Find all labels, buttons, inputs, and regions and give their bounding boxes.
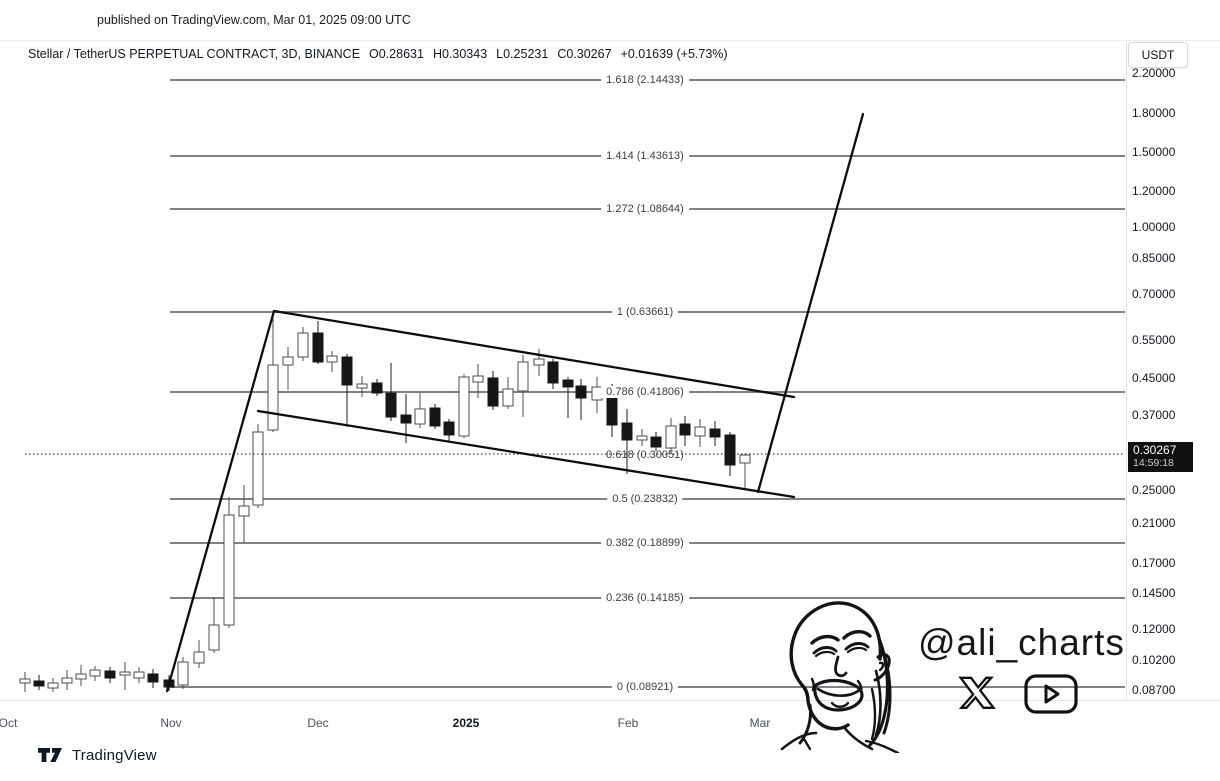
candle-body	[679, 423, 691, 436]
candle-body	[517, 361, 529, 392]
candle-body	[133, 671, 145, 679]
candle-body	[414, 408, 426, 425]
candle-body	[312, 332, 324, 363]
candle-body	[341, 356, 353, 386]
candle-body	[533, 358, 545, 366]
artist-caricature	[780, 601, 900, 753]
candle-body	[575, 385, 587, 399]
candle-body	[119, 671, 131, 676]
candle-body	[458, 376, 470, 437]
publish-bar: published on TradingView.com, Mar 01, 20…	[0, 0, 1220, 41]
candle-body	[356, 383, 368, 389]
candle-body	[636, 435, 648, 441]
candle-body	[385, 392, 397, 418]
candle-body	[47, 682, 59, 689]
candle-body	[89, 669, 101, 677]
chart-header: Stellar / TetherUS PERPETUAL CONTRACT, 3…	[0, 41, 1220, 68]
candle-body	[104, 670, 116, 679]
footer: TradingView	[38, 744, 157, 766]
current-price-badge: 0.30267 14:59:18	[1128, 442, 1193, 472]
candle-body	[19, 678, 31, 684]
candle-body	[472, 375, 484, 383]
breakout-projection-line[interactable]	[756, 112, 865, 494]
candle-body	[177, 661, 189, 686]
candle-body	[282, 356, 294, 366]
candle-body	[621, 422, 633, 441]
candle-body	[33, 680, 45, 687]
currency-toggle-button[interactable]: USDT	[1128, 42, 1188, 68]
candle-body	[208, 624, 220, 651]
candle-body	[709, 428, 721, 438]
candle-body	[61, 677, 73, 684]
candle-body	[223, 514, 235, 626]
candle-body	[665, 425, 677, 449]
candle-body	[443, 421, 455, 436]
candle-body	[147, 673, 159, 683]
candle-body	[267, 364, 279, 431]
publish-text: published on TradingView.com, Mar 01, 20…	[97, 13, 411, 27]
symbol-title[interactable]: Stellar / TetherUS PERPETUAL CONTRACT, 3…	[28, 47, 361, 61]
candle-body	[252, 431, 264, 506]
bar-countdown-timer: 14:59:18	[1133, 457, 1174, 469]
channel-top-line[interactable]	[272, 309, 796, 399]
candle-body	[238, 505, 250, 517]
ohlc-low: L0.25231	[496, 47, 549, 61]
candle-body	[547, 361, 559, 384]
x-twitter-icon	[958, 676, 996, 709]
watermark-handle: @ali_charts	[918, 622, 1125, 663]
candle-body	[297, 332, 309, 358]
candle-body	[606, 386, 618, 426]
ohlc-change: +0.01639 (+5.73%)	[620, 47, 728, 61]
youtube-icon	[1024, 674, 1078, 714]
impulse-up-line[interactable]	[165, 309, 276, 693]
candle-body	[487, 377, 499, 407]
candle-body	[326, 355, 338, 363]
candle-body	[429, 407, 441, 427]
ohlc-open: O0.28631	[369, 47, 424, 61]
ohlc-close: C0.30267	[557, 47, 612, 61]
candle-body	[739, 454, 751, 464]
candle-body	[75, 673, 87, 680]
candle-body	[650, 436, 662, 448]
candle-body	[562, 379, 574, 388]
candle-body	[694, 426, 706, 437]
channel-bottom-line[interactable]	[256, 409, 796, 499]
candle-body	[591, 386, 603, 401]
candle-body	[724, 434, 736, 466]
ohlc-high: H0.30343	[432, 47, 488, 61]
symbol-line[interactable]: Stellar / TetherUS PERPETUAL CONTRACT, 3…	[28, 47, 737, 61]
candle-body	[371, 382, 383, 394]
candle-body	[193, 651, 205, 664]
tradingview-brand-text: TradingView	[72, 746, 157, 764]
candle-body	[400, 414, 412, 424]
current-price-value: 0.30267	[1133, 443, 1177, 457]
tradingview-logo-icon	[38, 748, 62, 762]
candle-body	[502, 388, 514, 407]
